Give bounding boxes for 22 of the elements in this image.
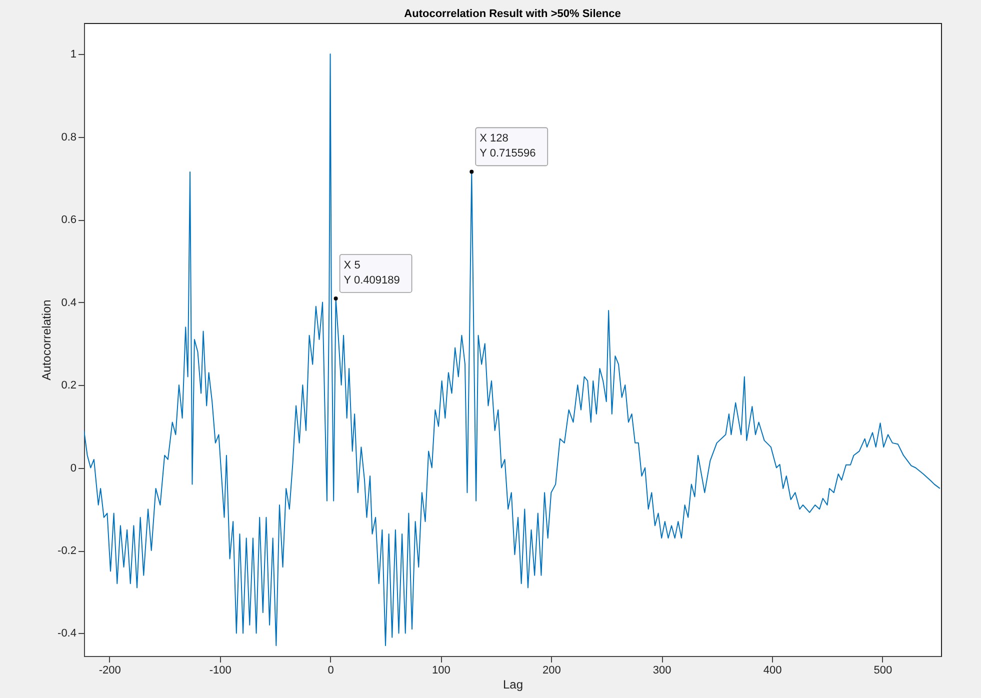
y-tick-label: -0.2 [58,545,76,557]
x-tick-label: 200 [542,664,561,676]
y-tick-label: 0.6 [61,214,76,226]
x-tick-label: 0 [328,664,334,676]
y-tick-label: 0.4 [61,296,76,309]
x-tick-label: 100 [432,664,450,676]
x-tick-label: 500 [874,664,892,676]
x-tick-label: 400 [763,664,782,676]
x-tick-label: -100 [209,664,232,676]
y-tick-label: 0 [70,462,76,474]
annotation: X 5 Y 0.409189 [344,259,400,286]
annotation: X 128 Y 0.715596 [480,132,536,160]
x-tick-label: -200 [98,664,121,676]
y-tick-label: 0.2 [61,380,76,392]
chart-title: Autocorrelation Result with >50% Silence [404,8,621,20]
line-series [84,54,940,646]
x-axis-title: Lag [502,678,524,692]
y-axis-title: Autocorrelation [40,300,54,380]
y-tick-label: 0.8 [61,131,76,144]
x-tick-label: 300 [652,664,672,676]
y-tick-label: -0.4 [58,628,76,640]
y-tick-label: 1 [70,48,76,61]
